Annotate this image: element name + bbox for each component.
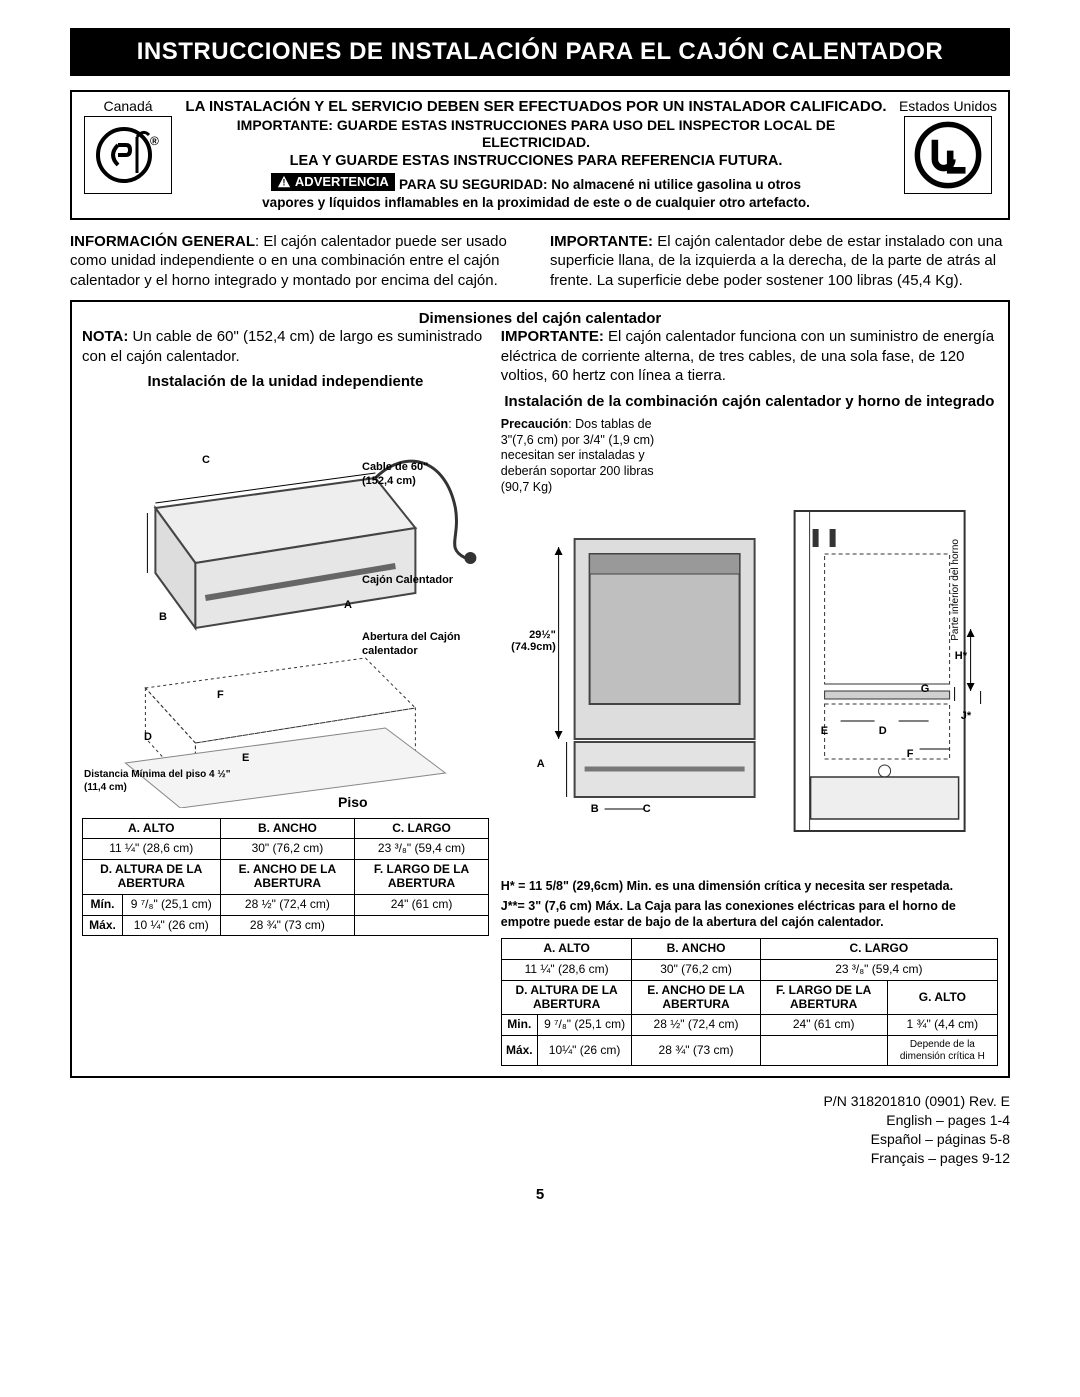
right-spec-table: A. ALTO B. ANCHO C. LARGO 11 ¼" (28,6 cm… [501, 938, 998, 1066]
header-box: Canadá ® LA INSTALACIÓN Y EL SERVICIO DE… [70, 90, 1010, 220]
h-note: H* = 11 5/8" (29,6cm) Min. es una dimens… [501, 879, 998, 895]
general-right: IMPORTANTE: El cajón calentador debe de … [550, 232, 1010, 291]
left-diagram: C Cable de 60" (152,4 cm) Cajón Calentad… [82, 398, 489, 808]
right-subhead: Instalación de la combinación cajón cale… [501, 392, 998, 412]
advert-text-2: vapores y líquidos inflamables en la pro… [182, 195, 890, 212]
footer-block: P/N 318201810 (0901) Rev. E English – pa… [70, 1092, 1010, 1168]
svg-text:!: ! [282, 178, 285, 188]
header-main-3: LEA Y GUARDE ESTAS INSTRUCCIONES PARA RE… [182, 152, 890, 170]
header-main-2: IMPORTANTE: GUARDE ESTAS INSTRUCCIONES P… [182, 117, 890, 152]
left-subhead: Instalación de la unidad independiente [82, 372, 489, 392]
nota-line: NOTA: Un cable de 60" (152,4 cm) de larg… [82, 327, 489, 366]
j-note: J**= 3" (7,6 cm) Máx. La Caja para las c… [501, 899, 998, 930]
ul-icon [904, 116, 992, 194]
right-diagram: 29½" (74.9cm) A B C E D F G H* J* Parte … [501, 499, 998, 869]
dimensions-title: Dimensiones del cajón calentador [82, 310, 998, 327]
svg-text:®: ® [150, 134, 159, 148]
precaucion-note: Precaución: Dos tablas de 3"(7,6 cm) por… [501, 417, 661, 495]
right-importante: IMPORTANTE: El cajón calentador funciona… [501, 327, 998, 386]
advert-text-1: PARA SU SEGURIDAD: No almacené ni utilic… [399, 177, 801, 192]
page-number: 5 [70, 1186, 1010, 1203]
cert-label-left: Canadá [82, 98, 174, 114]
advertencia-tag: ! ADVERTENCIA [271, 173, 395, 191]
header-main-1: LA INSTALACIÓN Y EL SERVICIO DEBEN SER E… [182, 98, 890, 117]
dimensions-box: Dimensiones del cajón calentador NOTA: U… [70, 300, 1010, 1078]
left-spec-table: A. ALTO B. ANCHO C. LARGO 11 ¼" (28,6 cm… [82, 818, 489, 937]
page-title: INSTRUCCIONES DE INSTALACIÓN PARA EL CAJ… [70, 28, 1010, 76]
cert-label-right: Estados Unidos [898, 98, 998, 114]
general-left: INFORMACIÓN GENERAL: El cajón calentador… [70, 232, 530, 291]
csa-icon: ® [84, 116, 172, 194]
